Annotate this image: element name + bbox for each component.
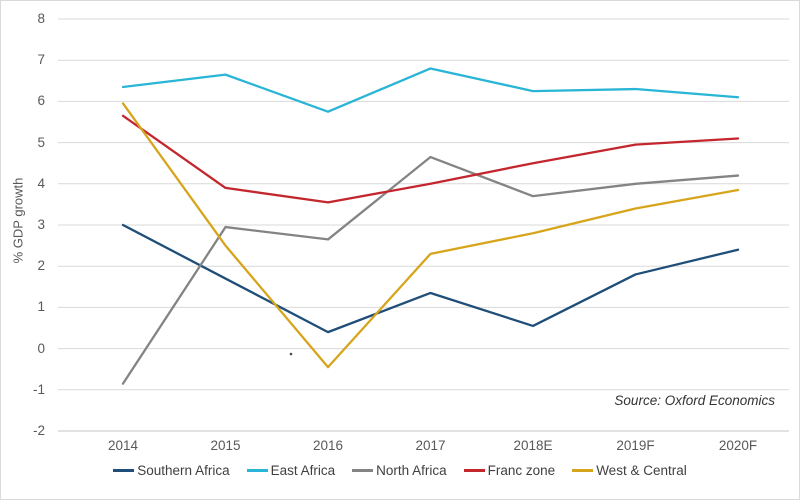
- legend-swatch-icon: [572, 468, 594, 472]
- legend-item-franc-zone: Franc zone: [463, 462, 556, 478]
- y-tick-label: 1: [37, 299, 45, 315]
- series-line-north-africa: [121, 155, 740, 385]
- legend-swatch-icon: [463, 468, 485, 472]
- series-line-southern-africa: [121, 223, 740, 334]
- y-tick-label: 2: [37, 258, 45, 274]
- y-tick-label: 5: [37, 134, 45, 150]
- x-tick-label: 2017: [415, 438, 446, 453]
- x-tick-label: 2018E: [513, 438, 553, 453]
- legend-label: Southern Africa: [137, 462, 230, 478]
- y-tick-label: 3: [37, 217, 45, 232]
- x-tick-label: 2019F: [616, 438, 655, 453]
- x-tick-label: 2014: [107, 438, 139, 453]
- series-line-franc-zone: [121, 114, 740, 204]
- speck-artifact: [289, 352, 293, 356]
- series-line-east-africa: [121, 67, 740, 113]
- legend-item-north-africa: North Africa: [352, 463, 447, 478]
- legend: Southern Africa East Africa North Africa Fr…: [1, 461, 799, 479]
- legend-swatch-icon: [113, 468, 135, 472]
- legend-item-east-africa: East Africa: [246, 462, 336, 478]
- legend-item-southern-africa: Southern Africa: [113, 462, 230, 478]
- x-tick-label: 2020F: [718, 438, 758, 453]
- legend-swatch-icon: [352, 468, 374, 472]
- y-tick-label: 7: [37, 52, 45, 68]
- y-tick-label: -1: [32, 381, 45, 397]
- y-tick-label: -2: [32, 423, 45, 438]
- legend-label: West & Central: [596, 462, 687, 478]
- legend-swatch-icon: [246, 468, 268, 472]
- x-tick-label: 2015: [210, 438, 241, 453]
- series-line-west-central: [121, 102, 740, 369]
- legend-label: Franc zone: [487, 462, 556, 478]
- legend-item-west-central: West & Central: [572, 463, 687, 478]
- x-tick-label: 2016: [312, 438, 344, 453]
- legend-label: North Africa: [376, 462, 447, 478]
- legend-label: East Africa: [270, 462, 336, 478]
- y-tick-label: 6: [37, 93, 45, 109]
- y-tick-label: 0: [37, 340, 45, 356]
- y-tick-label: 4: [37, 175, 45, 191]
- source-note: Source: Oxford Economics: [614, 393, 775, 408]
- y-tick-label: 8: [37, 11, 45, 26]
